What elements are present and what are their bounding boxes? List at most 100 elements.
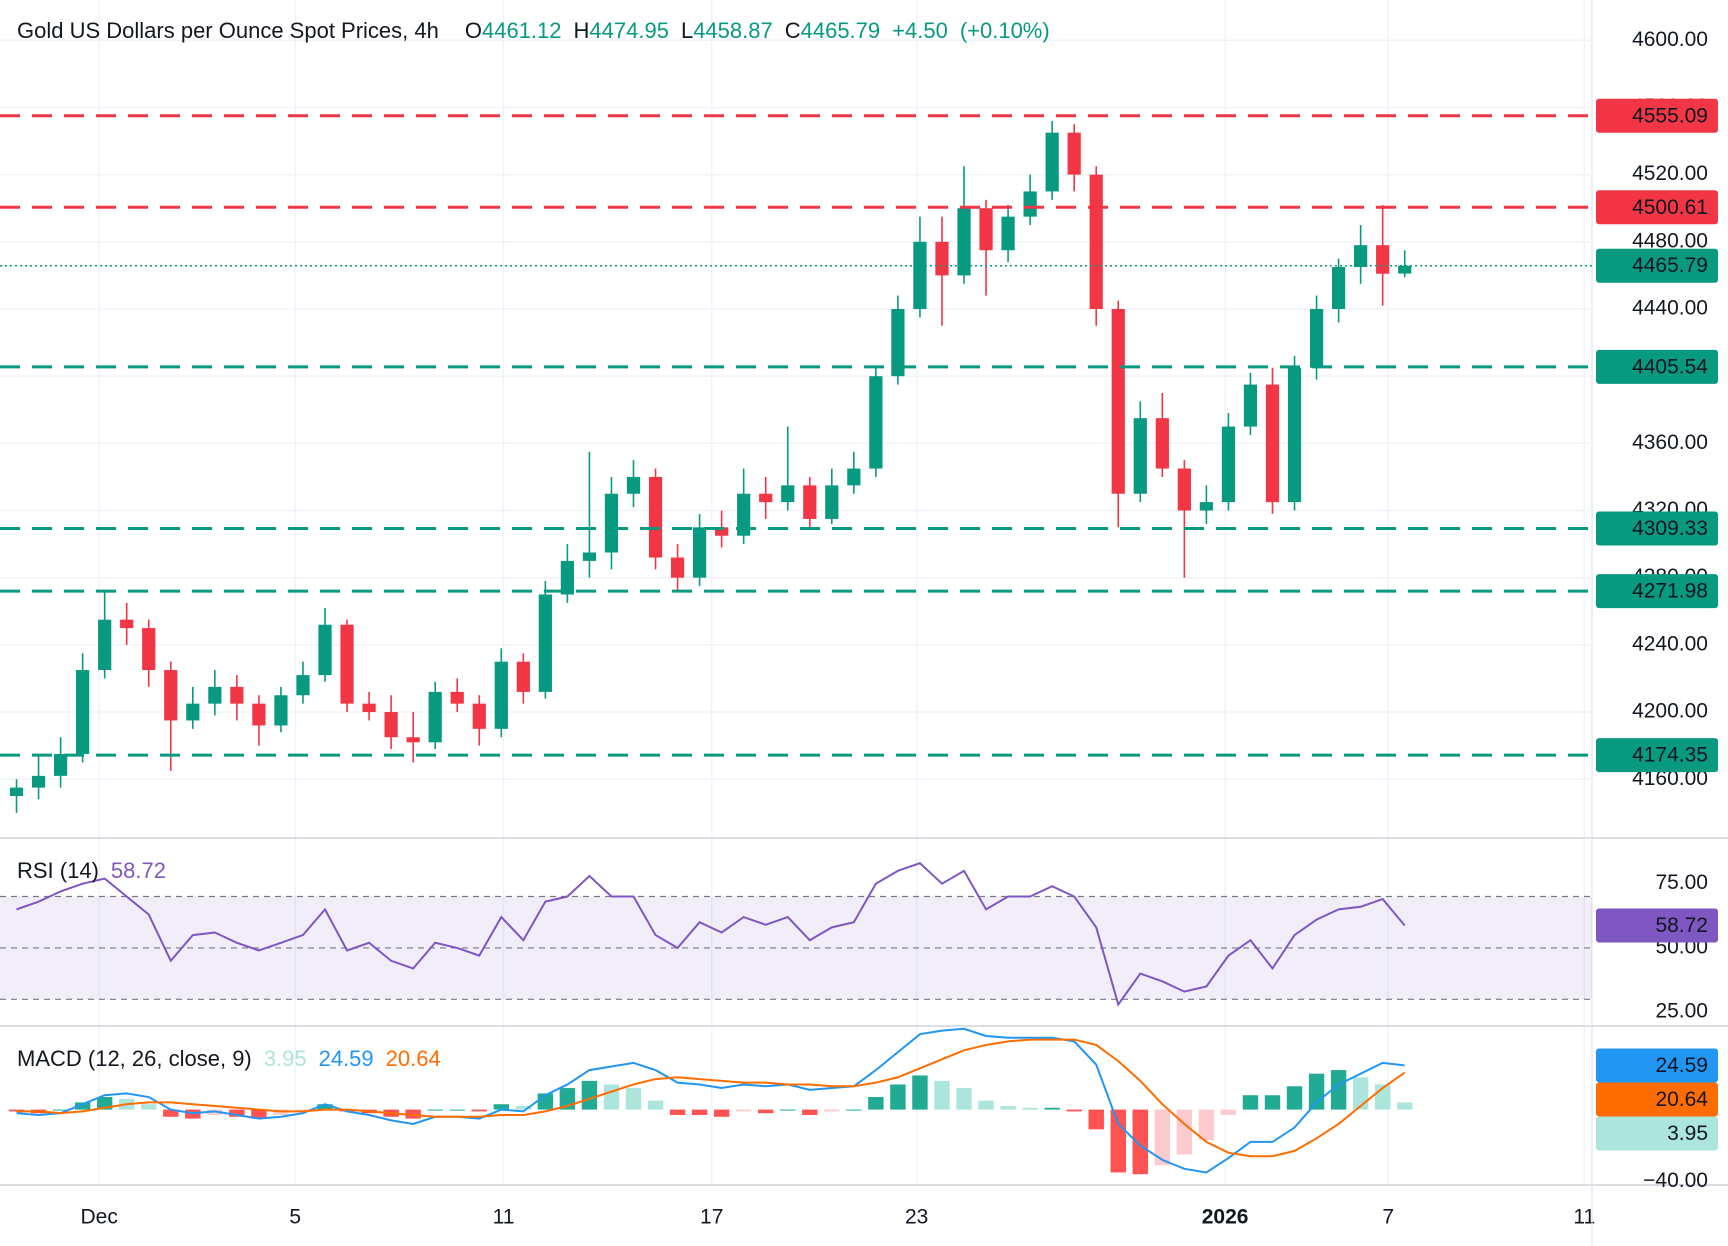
ohlc-value: 4461.12 bbox=[481, 18, 562, 43]
candle-body bbox=[1155, 418, 1169, 469]
histogram-bar bbox=[229, 1109, 245, 1117]
x-tick-label: 11 bbox=[1573, 1206, 1595, 1229]
chart-title: Gold US Dollars per Ounce Spot Prices, 4… bbox=[17, 18, 439, 43]
candle-body bbox=[318, 624, 332, 676]
change-percent: (+0.10%) bbox=[959, 18, 1050, 43]
level-label: 4309.33 bbox=[1632, 517, 1708, 540]
macd-title: MACD (12, 26, close, 9) bbox=[17, 1046, 252, 1071]
candle-body bbox=[76, 670, 90, 755]
candle-body bbox=[450, 691, 464, 704]
level-label-box bbox=[1596, 574, 1718, 609]
x-tick-label: 23 bbox=[905, 1206, 928, 1229]
histogram-value-label: 3.95 bbox=[1667, 1122, 1708, 1145]
candle-body bbox=[296, 675, 310, 696]
histogram-bar bbox=[515, 1106, 532, 1110]
histogram-bar bbox=[1088, 1109, 1104, 1130]
rsi-header: RSI (14) 58.72 bbox=[17, 858, 166, 884]
macd-value: 24.59 bbox=[318, 1046, 374, 1071]
histogram-bar bbox=[1022, 1107, 1038, 1110]
level-label: 4500.61 bbox=[1632, 196, 1708, 219]
candle-body bbox=[31, 775, 46, 788]
candle-body bbox=[1398, 265, 1412, 274]
y-tick-label: 4160.00 bbox=[1632, 767, 1708, 790]
ohlc-value: 4474.95 bbox=[589, 18, 669, 43]
candle-body bbox=[781, 485, 795, 503]
histogram-bar bbox=[1198, 1109, 1215, 1141]
histogram-bar bbox=[317, 1104, 333, 1110]
candle-body bbox=[164, 670, 178, 721]
candle-body bbox=[274, 695, 288, 726]
candle-body bbox=[186, 703, 200, 721]
ohlc-label: C bbox=[784, 18, 801, 43]
candle-body bbox=[1331, 267, 1346, 310]
candle-body bbox=[1243, 384, 1258, 427]
candle-body bbox=[1067, 132, 1081, 175]
histogram-bar bbox=[141, 1104, 157, 1110]
candle-body bbox=[53, 754, 68, 776]
candle-body bbox=[935, 241, 949, 276]
level-label-box bbox=[1596, 98, 1718, 133]
histogram-bar bbox=[868, 1097, 884, 1110]
signal-value: 20.64 bbox=[385, 1046, 441, 1071]
y-tick-label: 75.00 bbox=[1655, 871, 1708, 894]
candle-body bbox=[340, 624, 354, 704]
histogram-bar bbox=[1396, 1102, 1413, 1110]
ohlc-value: 4465.79 bbox=[800, 18, 881, 43]
candle-body bbox=[1221, 426, 1236, 503]
y-tick-label: 4440.00 bbox=[1632, 297, 1708, 320]
histogram-bar bbox=[603, 1084, 620, 1110]
rsi-value: 58.72 bbox=[110, 858, 166, 883]
candle-body bbox=[648, 476, 663, 558]
candle-body bbox=[1354, 245, 1368, 268]
candle-body bbox=[737, 493, 751, 536]
ohlc: H4474.95 bbox=[574, 18, 669, 44]
candle-body bbox=[120, 619, 134, 629]
level-label-box bbox=[1596, 738, 1718, 773]
candle-body bbox=[759, 493, 773, 503]
candle-body bbox=[1265, 384, 1280, 503]
candle-body bbox=[1023, 191, 1037, 217]
histogram-bar bbox=[1132, 1109, 1149, 1175]
histogram-bar bbox=[1154, 1109, 1171, 1166]
x-tick-label: Dec bbox=[80, 1206, 117, 1229]
candle-body bbox=[913, 241, 927, 310]
ohlc-label: H bbox=[573, 18, 590, 43]
histogram-bar bbox=[449, 1109, 465, 1111]
histogram-value: 3.95 bbox=[263, 1046, 307, 1071]
change: +4.50 bbox=[892, 18, 948, 43]
histogram-bar bbox=[1066, 1109, 1082, 1112]
candle-body bbox=[1177, 468, 1191, 511]
last-price-label-box bbox=[1596, 248, 1718, 283]
candle-body bbox=[560, 560, 575, 595]
macd-value-label-box bbox=[1596, 1048, 1718, 1083]
x-tick-label: 2026 bbox=[1202, 1206, 1249, 1229]
histogram-bar bbox=[912, 1075, 928, 1110]
histogram-bar bbox=[1286, 1086, 1303, 1110]
candle-body bbox=[252, 703, 266, 726]
rsi-line bbox=[16, 861, 1406, 1007]
signal-value-label: 20.64 bbox=[1655, 1088, 1708, 1111]
histogram-bar bbox=[1352, 1077, 1369, 1110]
ohlc-label: O bbox=[464, 18, 482, 43]
candle-body bbox=[715, 527, 729, 536]
candle-body bbox=[604, 493, 619, 553]
histogram-bar bbox=[74, 1102, 91, 1110]
histogram-bar bbox=[780, 1109, 796, 1111]
histogram-bar bbox=[1242, 1095, 1259, 1110]
histogram-bar bbox=[251, 1109, 267, 1119]
candle-body bbox=[1376, 245, 1390, 274]
candle-body bbox=[1133, 418, 1147, 494]
histogram-bar bbox=[978, 1100, 994, 1110]
histogram-bar bbox=[52, 1109, 69, 1111]
rsi-value-label: 58.72 bbox=[1655, 914, 1708, 937]
macd-header: MACD (12, 26, close, 9) 3.95 24.59 20.64 bbox=[17, 1046, 441, 1072]
histogram-bar bbox=[824, 1109, 840, 1112]
histogram-bar bbox=[1220, 1109, 1237, 1115]
y-tick-label: 4360.00 bbox=[1632, 431, 1708, 454]
candle-body bbox=[9, 787, 24, 797]
ohlc-label: L bbox=[680, 18, 694, 43]
candle-body bbox=[626, 476, 641, 494]
ohlc-value: 4458.87 bbox=[693, 18, 773, 43]
candle-body bbox=[670, 557, 685, 578]
candle-body bbox=[869, 376, 883, 469]
